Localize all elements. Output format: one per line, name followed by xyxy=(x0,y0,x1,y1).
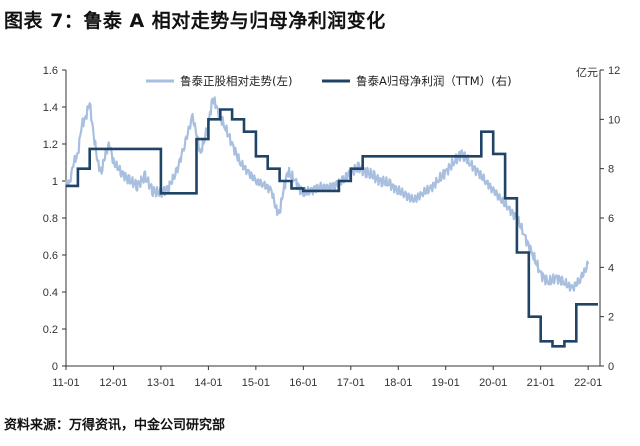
source-note: 资料来源：万得资讯，中金公司研究部 xyxy=(4,418,226,433)
y-right-tick-label: 0 xyxy=(608,361,614,373)
x-tick-label: 13-01 xyxy=(147,377,175,389)
y-right-ticks: 0 2 4 6 8 10 12 亿元 xyxy=(576,65,620,373)
x-tick-label: 22-01 xyxy=(574,377,602,389)
x-tick-label: 19-01 xyxy=(432,377,460,389)
y-left-ticks: 0 0.2 0.4 0.6 0.8 1 1.2 1.4 1.6 xyxy=(43,65,66,373)
x-tick-label: 16-01 xyxy=(289,377,317,389)
y-left-tick-label: 1.2 xyxy=(43,139,58,151)
y-right-tick-label: 10 xyxy=(608,114,620,126)
y-left-tick-label: 1 xyxy=(52,176,58,188)
y-right-tick-label: 4 xyxy=(608,262,614,274)
legend-label-relative: 鲁泰正股相对走势(左) xyxy=(180,74,292,88)
x-tick-label: 11-01 xyxy=(52,377,79,389)
y-left-tick-label: 0 xyxy=(52,361,58,373)
x-tick-label: 20-01 xyxy=(479,377,507,389)
series-relative-line xyxy=(64,96,590,292)
x-tick-label: 21-01 xyxy=(527,377,555,389)
y-left-tick-label: 1.4 xyxy=(43,102,58,114)
chart-legend: 鲁泰正股相对走势(左) 鲁泰A归母净利润（TTM）(右) xyxy=(146,74,512,88)
legend-label-profit: 鲁泰A归母净利润（TTM）(右) xyxy=(356,74,512,88)
y-right-tick-label: 2 xyxy=(608,312,614,324)
x-tick-label: 18-01 xyxy=(384,377,412,389)
x-tick-label: 14-01 xyxy=(194,377,222,389)
y-right-tick-label: 8 xyxy=(608,164,614,176)
y-left-tick-label: 0.4 xyxy=(43,287,58,299)
x-tick-label: 12-01 xyxy=(99,377,127,389)
y-right-tick-label: 12 xyxy=(608,65,620,77)
y-left-tick-label: 0.8 xyxy=(43,213,58,225)
x-tick-label: 15-01 xyxy=(242,377,270,389)
series-profit-step xyxy=(66,108,598,348)
y-right-tick-label: 6 xyxy=(608,213,614,225)
y-left-tick-label: 1.6 xyxy=(43,65,58,77)
y-left-tick-label: 0.2 xyxy=(43,324,58,336)
chart-series xyxy=(64,96,598,348)
x-tick-label: 17-01 xyxy=(337,377,365,389)
x-ticks: 11-01 12-01 13-01 14-01 15-01 16-01 17-01 18-01… xyxy=(52,366,602,389)
y-right-unit: 亿元 xyxy=(576,66,598,79)
y-left-tick-label: 0.6 xyxy=(43,250,58,262)
chart-title: 图表 7：鲁泰 A 相对走势与归母净利润变化 xyxy=(4,10,386,32)
chart-axes xyxy=(65,70,601,367)
